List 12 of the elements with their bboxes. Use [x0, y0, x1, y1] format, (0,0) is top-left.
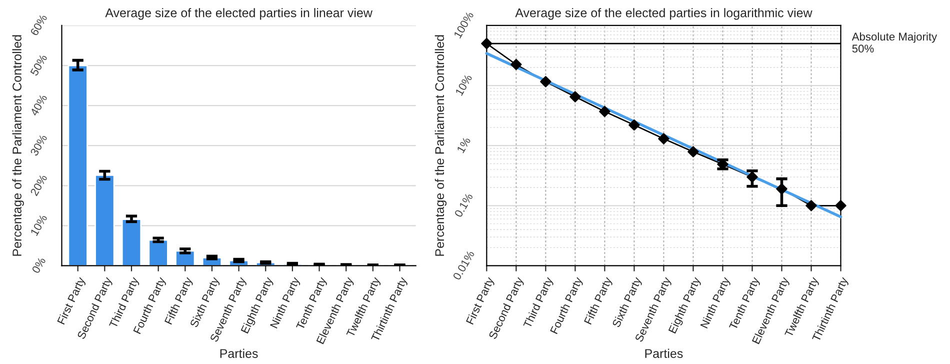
x-axis-title: Parties [645, 348, 683, 358]
y-axis-title: Percentage of the Parliament Controlled [434, 35, 447, 256]
y-axis-title: Percentage of the Parliament Controlled [12, 35, 24, 256]
x-tick-label: Sixth Party [612, 276, 644, 329]
x-axis-title: Parties [220, 348, 258, 358]
y-tick-label: 1% [456, 136, 471, 154]
x-tick-label: Fifth Party [584, 276, 614, 326]
chart-title: Average size of the elected parties in logarithmic view [515, 8, 812, 20]
y-tick-label: 0% [32, 256, 46, 274]
x-tick-label: First Party [466, 276, 496, 326]
chart-title: Average size of the elected parties in linear view [105, 8, 372, 20]
ref-line-label: Absolute Majority 50% [852, 32, 938, 53]
